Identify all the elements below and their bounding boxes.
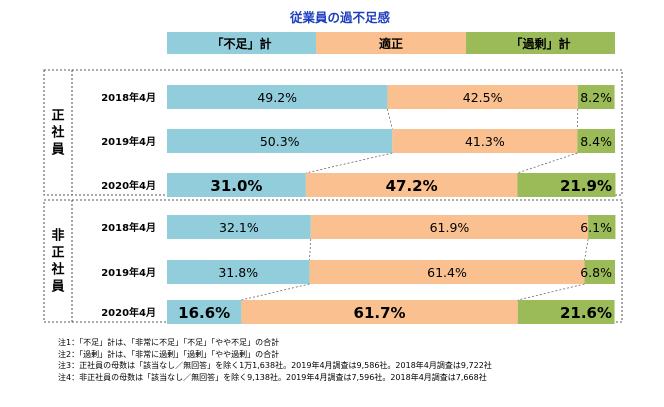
bar-segment: [517, 300, 615, 324]
category-label: 2020年4月: [101, 306, 156, 319]
bar-segment: [305, 173, 518, 197]
category-label: 2020年4月: [101, 179, 156, 192]
legend-swatch-1: [167, 32, 316, 54]
category-label: 2019年4月: [101, 135, 156, 148]
bar-segment: [584, 260, 615, 284]
data-label: 6.8%: [580, 265, 612, 280]
data-label: 8.2%: [580, 90, 612, 105]
data-label: 49.2%: [257, 90, 297, 105]
data-label: 8.4%: [580, 134, 612, 149]
data-label: 6.1%: [580, 220, 612, 235]
bar-segment: [387, 85, 578, 109]
connector-line: [584, 238, 589, 261]
bar-segment: [167, 173, 306, 197]
bar-segment: [167, 85, 388, 109]
bar-segment: [309, 260, 585, 284]
note-2: 注2：「過剰」計は、「非常に過剰」「過剰」「やや過剰」の合計: [58, 349, 280, 359]
bar-segment: [167, 260, 310, 284]
bar-segment: [392, 129, 578, 153]
bar-segment: [167, 129, 393, 153]
category-label: 2018年4月: [101, 91, 156, 104]
legend-label-1: 「不足」計: [211, 36, 271, 51]
data-label: 50.3%: [260, 134, 300, 149]
legend-label-2: 適正: [379, 36, 403, 51]
connector-line: [517, 283, 585, 301]
bar-segment: [167, 215, 311, 239]
legend-swatch-3: [466, 32, 615, 54]
data-label: 41.3%: [465, 134, 505, 149]
data-label: 61.9%: [430, 220, 470, 235]
note-4: 注4：非正社員の母数は「該当なし／無回答」を除く9,138社。2019年4月調査…: [58, 372, 487, 382]
bar-segment: [577, 85, 615, 109]
connector-line: [241, 283, 310, 301]
connector-line: [305, 152, 393, 174]
data-label: 42.5%: [463, 90, 503, 105]
data-label: 31.0%: [210, 177, 262, 195]
group-label-1: 正社員: [50, 109, 64, 158]
group-label-2: 非正社員: [50, 228, 64, 295]
data-label: 21.6%: [560, 304, 612, 322]
data-label: 16.6%: [178, 304, 230, 322]
notes: 注1：「不足」計は、「非常に不足」「不足」「やや不足」の合計 注2：「過剰」計は…: [58, 337, 658, 383]
data-label: 61.7%: [354, 304, 406, 322]
bar-segment: [517, 173, 616, 197]
data-label: 61.4%: [427, 265, 467, 280]
connector-line: [387, 108, 393, 130]
legend-swatch-2: [316, 32, 466, 54]
connector-line: [517, 152, 578, 174]
bar-segment: [588, 215, 616, 239]
legend-label-3: 「過剰」計: [510, 36, 570, 51]
note-1: 注1：「不足」計は、「非常に不足」「不足」「やや不足」の合計: [58, 338, 280, 347]
bar-segment: [167, 300, 242, 324]
bar-segment: [310, 215, 589, 239]
category-label: 2018年4月: [101, 221, 156, 234]
connector-line: [309, 238, 312, 261]
data-label: 47.2%: [386, 177, 438, 195]
note-3: 注3：正社員の母数は「該当なし／無回答」を除く1万1,638社。2019年4月調…: [58, 361, 492, 371]
category-label: 2019年4月: [101, 266, 156, 279]
data-label: 21.9%: [560, 177, 612, 195]
data-label: 32.1%: [219, 220, 259, 235]
chart-title: 従業員の過不足感: [289, 10, 391, 25]
bar-segment: [241, 300, 518, 324]
bar-segment: [577, 129, 615, 153]
data-label: 31.8%: [218, 265, 258, 280]
